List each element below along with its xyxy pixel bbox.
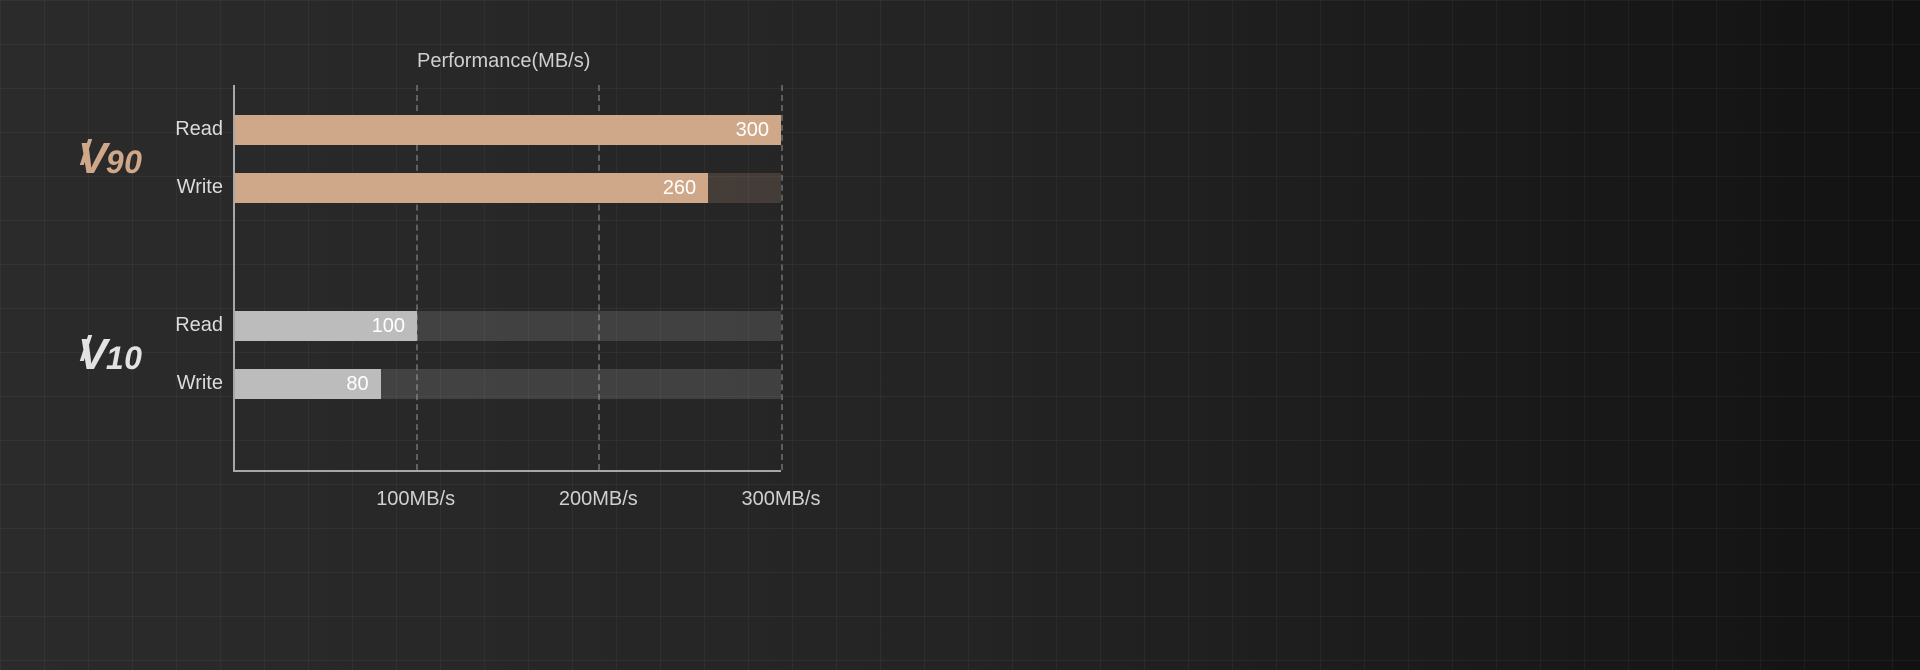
bar-fill: 80 bbox=[235, 369, 381, 399]
bar-value: 260 bbox=[663, 177, 696, 200]
x-tick-label: 300MB/s bbox=[742, 488, 821, 511]
chip-number: 10 bbox=[106, 342, 143, 374]
gridline bbox=[781, 85, 783, 470]
bar-value: 80 bbox=[346, 373, 368, 396]
x-tick-label: 200MB/s bbox=[559, 488, 638, 511]
bar-track: 100 bbox=[235, 311, 781, 341]
x-axis bbox=[233, 470, 781, 472]
speed-class-chip-v10: V10 bbox=[78, 333, 142, 377]
chart-canvas: Performance(MB/s) 100MB/s 200MB/s 300MB/s Re… bbox=[0, 0, 1920, 670]
bar-fill: 300 bbox=[235, 115, 781, 145]
bar-row-label: Write bbox=[153, 176, 223, 199]
bar-track: 80 bbox=[235, 369, 781, 399]
bar-value: 300 bbox=[736, 119, 769, 142]
bar-value: 100 bbox=[372, 315, 405, 338]
chart-title: Performance(MB/s) bbox=[417, 50, 590, 73]
bar-row-label: Write bbox=[153, 372, 223, 395]
bar-track: 260 bbox=[235, 173, 781, 203]
x-tick-label: 100MB/s bbox=[376, 488, 455, 511]
chip-number: 90 bbox=[106, 146, 143, 178]
speed-class-chip-v90: V90 bbox=[78, 137, 142, 181]
bar-row-label: Read bbox=[153, 118, 223, 141]
bar-row-label: Read bbox=[153, 314, 223, 337]
bar-fill: 100 bbox=[235, 311, 417, 341]
bar-fill: 260 bbox=[235, 173, 708, 203]
bar-track: 300 bbox=[235, 115, 781, 145]
